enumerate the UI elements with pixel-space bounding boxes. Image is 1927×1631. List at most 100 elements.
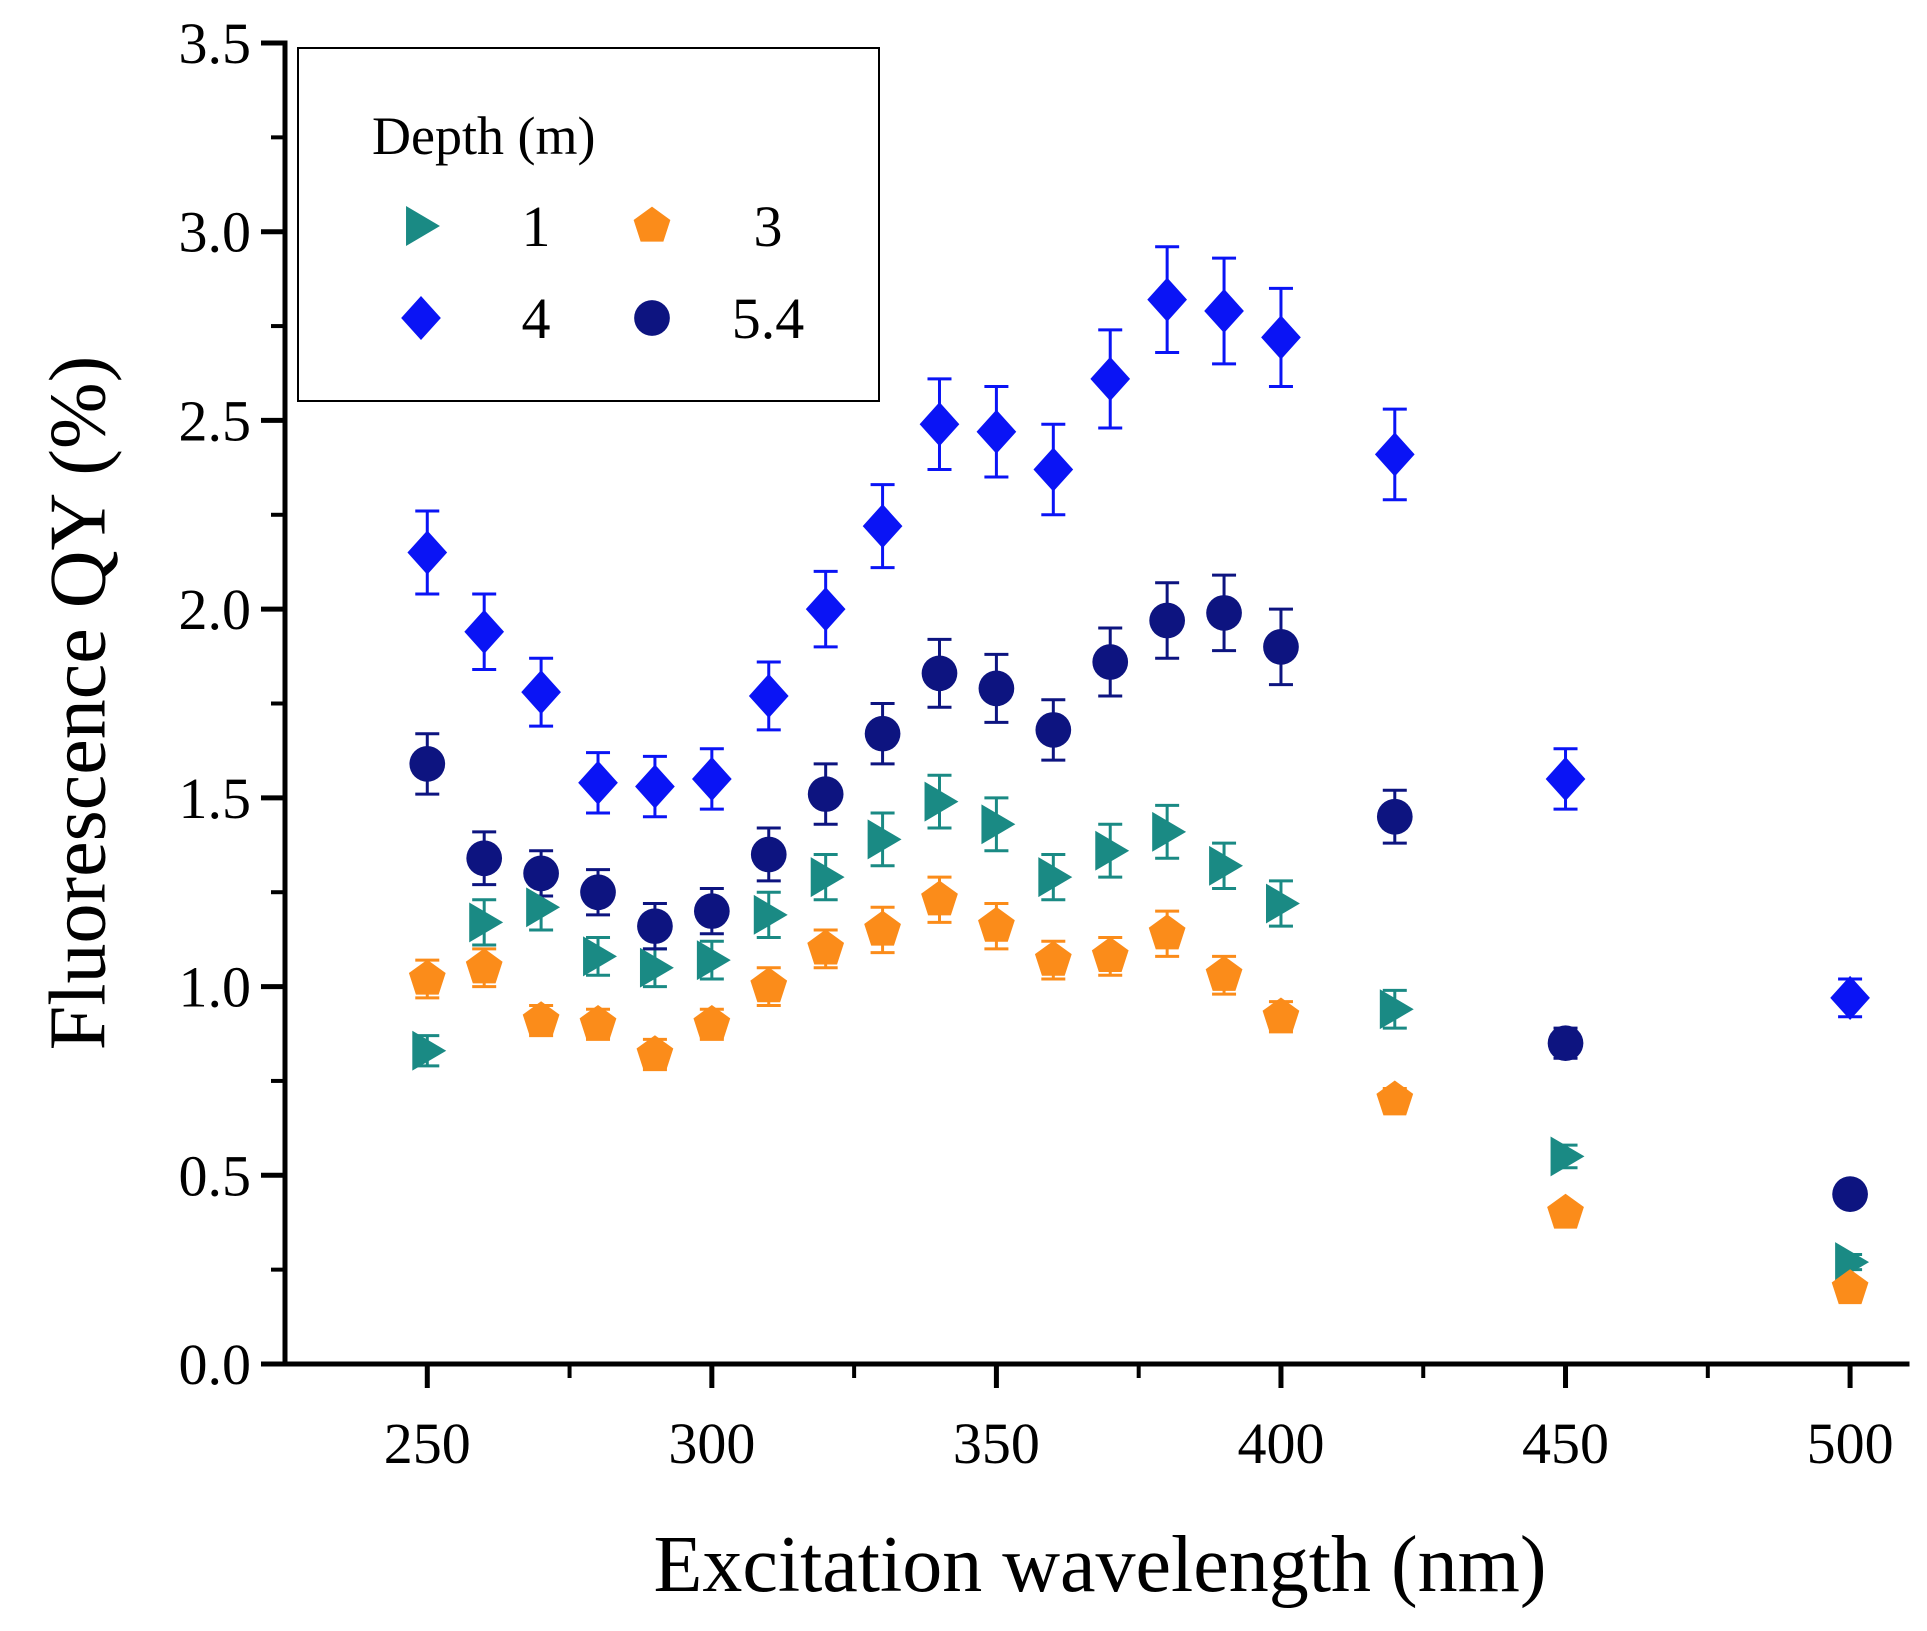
data-point-series-5-4 xyxy=(466,840,503,877)
legend-label-3: 3 xyxy=(754,194,783,259)
data-point-series-4 xyxy=(976,409,1017,454)
data-point-series-3 xyxy=(1547,1193,1584,1229)
data-point-series-3 xyxy=(522,1001,560,1037)
legend-title: Depth (m) xyxy=(372,106,595,166)
data-point-series-4 xyxy=(805,587,846,632)
data-point-series-5-4 xyxy=(921,655,958,692)
data-point-series-3 xyxy=(693,1004,731,1040)
data-point-series-3 xyxy=(978,906,1015,942)
data-point-series-3 xyxy=(636,1035,674,1071)
series-1 xyxy=(412,781,1870,1283)
data-point-series-1 xyxy=(412,1030,447,1071)
data-point-series-1 xyxy=(1266,883,1300,924)
data-point-series-4 xyxy=(1033,447,1074,492)
data-point-series-4 xyxy=(407,530,448,575)
data-point-series-5-4 xyxy=(1832,1176,1868,1213)
data-point-series-5-4 xyxy=(1149,602,1185,639)
series-5-4 xyxy=(409,595,1868,1213)
data-point-series-4 xyxy=(748,673,789,719)
data-point-series-1 xyxy=(1038,857,1073,898)
data-point-series-5-4 xyxy=(693,893,730,929)
data-point-series-5-4 xyxy=(637,908,673,945)
data-point-series-1 xyxy=(924,781,959,822)
data-point-series-3 xyxy=(1091,937,1129,973)
data-point-series-1 xyxy=(1379,989,1414,1030)
legend-box xyxy=(297,47,880,402)
legend-entry-5-4: 5.4 xyxy=(634,286,804,351)
data-point-series-5-4 xyxy=(580,874,616,911)
y-tick-label: 2.5 xyxy=(179,388,252,453)
data-point-series-4 xyxy=(1261,315,1301,360)
legend-marker-1 xyxy=(406,206,440,246)
data-point-series-5-4 xyxy=(523,855,559,892)
data-point-series-5-4 xyxy=(1376,798,1413,835)
data-point-series-1 xyxy=(1209,845,1244,886)
data-point-series-1 xyxy=(867,819,902,860)
data-point-series-1 xyxy=(469,902,504,943)
x-tick-label: 400 xyxy=(1237,1411,1324,1476)
data-point-series-1 xyxy=(1095,830,1130,871)
data-point-series-4 xyxy=(862,504,903,549)
data-point-series-3 xyxy=(750,967,788,1003)
data-point-series-1 xyxy=(1152,811,1187,852)
y-tick-label: 0.0 xyxy=(179,1332,252,1397)
data-point-series-5-4 xyxy=(1092,644,1129,680)
data-point-series-4 xyxy=(1147,277,1187,322)
y-tick-label: 1.5 xyxy=(179,766,252,831)
legend-marker-3 xyxy=(633,206,671,242)
data-point-series-4 xyxy=(1545,756,1586,802)
data-point-series-5-4 xyxy=(807,776,844,812)
data-point-series-5-4 xyxy=(1263,629,1299,665)
legend-entry-4: 4 xyxy=(401,286,551,351)
legend-marker-5-4 xyxy=(634,300,670,336)
series-3 xyxy=(408,880,1869,1305)
x-tick-label: 250 xyxy=(384,1411,471,1476)
data-point-series-3 xyxy=(921,880,958,916)
tick-labels: 250 300 350 400 450 500 0.0 0.5 1.0 1.5 2.0 2.5 3.0 3… xyxy=(179,11,1894,1476)
legend-entries: 1 3 4 5.4 xyxy=(401,194,804,351)
data-point-series-3 xyxy=(579,1004,617,1040)
ticks xyxy=(261,40,1853,1388)
data-point-series-1 xyxy=(1550,1136,1585,1177)
y-tick-label: 1.0 xyxy=(179,955,252,1020)
data-point-series-4 xyxy=(919,402,960,447)
data-point-series-5-4 xyxy=(409,746,446,782)
x-tick-label: 300 xyxy=(668,1411,755,1476)
y-tick-label: 3.5 xyxy=(179,11,252,76)
legend-marker-4 xyxy=(401,295,441,341)
data-point-series-3 xyxy=(1376,1080,1414,1116)
data-point-series-5-4 xyxy=(864,715,901,752)
y-axis-title: Fluorescence QY (%) xyxy=(34,356,122,1051)
data-point-series-5-4 xyxy=(750,836,787,873)
data-point-series-1 xyxy=(526,887,561,928)
legend-label-4: 4 xyxy=(522,286,551,351)
data-point-series-4 xyxy=(1090,356,1131,401)
y-tick-label: 3.0 xyxy=(179,200,252,265)
data-point-series-3 xyxy=(807,929,845,965)
data-point-series-5-4 xyxy=(1206,595,1242,631)
y-tick-label: 2.0 xyxy=(179,577,252,642)
data-point-series-3 xyxy=(864,910,901,946)
data-point-series-3 xyxy=(1262,997,1300,1033)
x-tick-label: 350 xyxy=(953,1411,1040,1476)
data-point-series-1 xyxy=(639,947,674,988)
data-point-series-3 xyxy=(1148,914,1186,950)
data-point-series-3 xyxy=(465,948,503,984)
data-point-series-5-4 xyxy=(1035,712,1072,748)
data-point-series-1 xyxy=(583,936,617,977)
x-tick-label: 500 xyxy=(1807,1411,1894,1476)
data-point-series-4 xyxy=(464,609,505,654)
legend: Depth (m) 1 3 4 5.4 xyxy=(297,47,880,402)
data-point-series-1 xyxy=(1835,1242,1870,1283)
data-point-series-5-4 xyxy=(1547,1025,1584,1062)
data-point-series-4 xyxy=(521,670,561,715)
data-point-series-4 xyxy=(578,760,618,805)
data-point-series-3 xyxy=(408,959,446,995)
data-point-series-4 xyxy=(1830,975,1870,1020)
x-axis-title: Excitation wavelength (nm) xyxy=(653,1521,1546,1609)
data-point-series-1 xyxy=(810,857,845,898)
data-point-series-4 xyxy=(691,756,732,802)
data-points xyxy=(407,277,1870,1305)
